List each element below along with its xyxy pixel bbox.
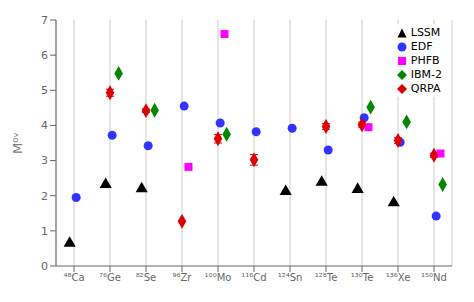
svg-text:¹³⁰Te: ¹³⁰Te <box>351 272 374 283</box>
svg-text:M⁰ᵛ: M⁰ᵛ <box>10 132 25 154</box>
svg-text:⁴⁸Ca: ⁴⁸Ca <box>63 272 84 283</box>
svg-text:⁷⁶Ge: ⁷⁶Ge <box>99 272 121 283</box>
svg-text:1: 1 <box>41 225 48 238</box>
html-text:LSSM: LSSM <box>410 26 441 39</box>
html-text:EDF: EDF <box>410 40 433 53</box>
svg-text:¹²⁸Te: ¹²⁸Te <box>315 272 338 283</box>
svg-text:5: 5 <box>41 84 48 97</box>
svg-text:¹¹⁶Cd: ¹¹⁶Cd <box>241 272 266 283</box>
svg-text:⁹⁶Zr: ⁹⁶Zr <box>173 272 193 283</box>
html-text:IBM-2: IBM-2 <box>410 68 442 81</box>
svg-text:⁸²Se: ⁸²Se <box>136 272 157 283</box>
svg-text:4: 4 <box>41 119 48 132</box>
svg-text:¹²⁴Sn: ¹²⁴Sn <box>278 272 303 283</box>
html-text:PHFB: PHFB <box>410 54 440 67</box>
svg-text:¹⁵⁰Nd: ¹⁵⁰Nd <box>421 272 447 283</box>
svg-text:¹³⁶Xe: ¹³⁶Xe <box>386 272 411 283</box>
html-text:QRPA: QRPA <box>410 82 441 95</box>
svg-text:¹⁰⁰Mo: ¹⁰⁰Mo <box>205 272 232 283</box>
svg-text:0: 0 <box>41 260 48 273</box>
svg-text:3: 3 <box>41 154 48 167</box>
svg-text:6: 6 <box>41 49 48 62</box>
svg-text:7: 7 <box>41 14 48 27</box>
svg-text:2: 2 <box>41 190 48 203</box>
